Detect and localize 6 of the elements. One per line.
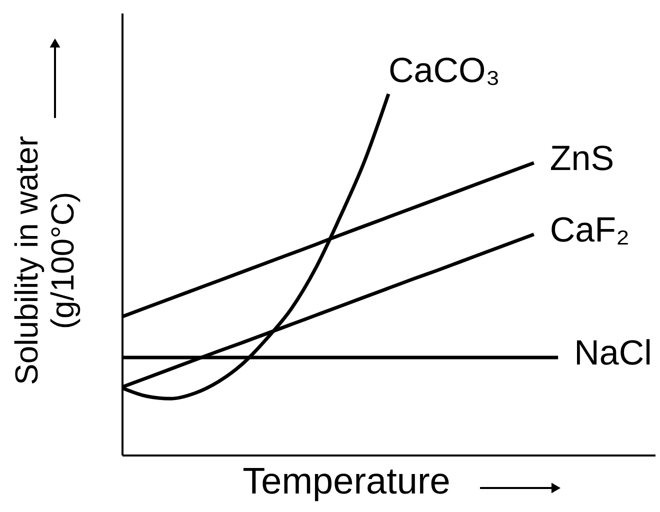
y-axis-title: Solubility in water (g/100°C) xyxy=(8,136,80,385)
series-label: NaCl xyxy=(574,334,652,372)
x-axis-title: Temperature xyxy=(242,460,450,502)
series-label: ZnS xyxy=(550,138,614,178)
series-label: CaF₂ xyxy=(550,210,630,250)
series-label: CaCO₃ xyxy=(388,50,500,90)
